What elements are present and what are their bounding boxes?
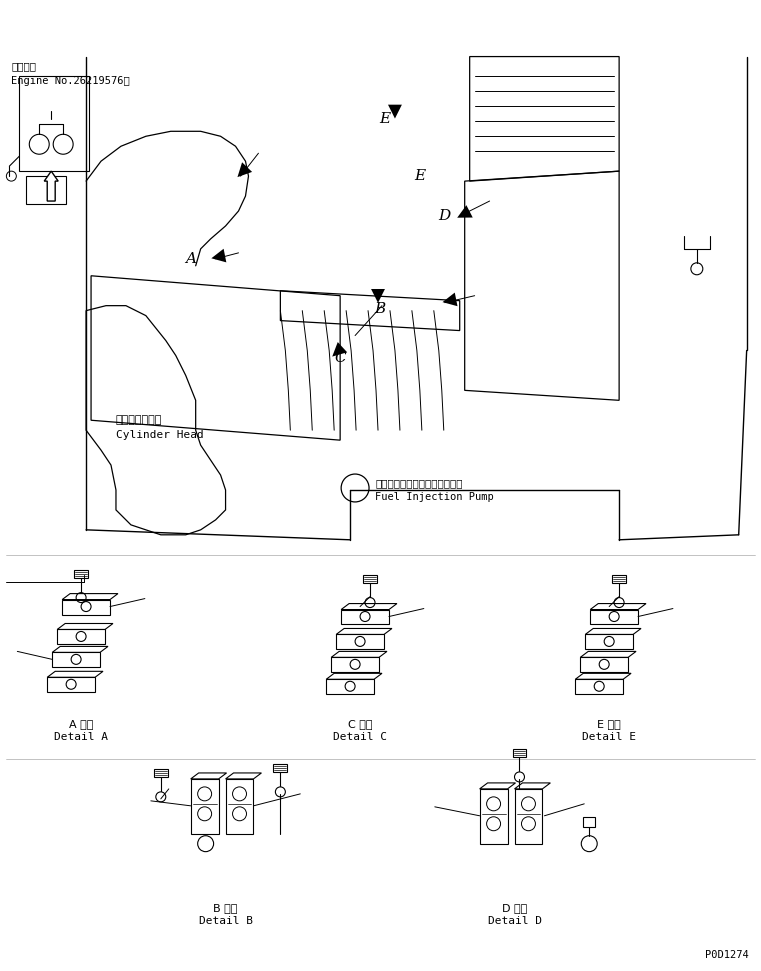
Polygon shape bbox=[44, 171, 58, 201]
Text: Engine No.26219576～: Engine No.26219576～ bbox=[11, 77, 130, 86]
Text: A: A bbox=[185, 251, 196, 266]
Text: E: E bbox=[380, 113, 390, 126]
Text: Detail C: Detail C bbox=[333, 732, 387, 742]
Bar bbox=[27, 176, 66, 204]
Bar bbox=[19, 77, 89, 171]
Text: A 詳細: A 詳細 bbox=[69, 720, 94, 729]
Text: C 詳細: C 詳細 bbox=[348, 720, 372, 729]
Text: フェルインジェクションポンプ: フェルインジェクションポンプ bbox=[375, 478, 463, 488]
Text: E 詳細: E 詳細 bbox=[597, 720, 621, 729]
Bar bbox=[154, 769, 167, 777]
Text: Cylinder Head: Cylinder Head bbox=[116, 430, 204, 440]
Text: D 詳細: D 詳細 bbox=[502, 903, 527, 914]
Bar bbox=[583, 817, 595, 826]
Bar bbox=[74, 570, 88, 578]
Bar bbox=[363, 575, 377, 583]
Text: B 詳細: B 詳細 bbox=[213, 903, 237, 914]
Bar bbox=[512, 749, 527, 757]
Text: Fuel Injection Pump: Fuel Injection Pump bbox=[375, 492, 494, 502]
Text: D: D bbox=[438, 209, 451, 223]
Text: 適用号機: 適用号機 bbox=[11, 61, 37, 72]
Text: Detail D: Detail D bbox=[488, 917, 542, 926]
Text: B: B bbox=[374, 302, 386, 316]
Text: Detail E: Detail E bbox=[582, 732, 636, 742]
Text: P0D1274: P0D1274 bbox=[705, 951, 749, 960]
Text: C: C bbox=[334, 352, 346, 365]
Text: Detail A: Detail A bbox=[54, 732, 108, 742]
Bar bbox=[612, 575, 626, 583]
Bar bbox=[273, 764, 288, 772]
Text: Detail B: Detail B bbox=[199, 917, 253, 926]
Text: シリンダヘッド: シリンダヘッド bbox=[116, 416, 162, 425]
Text: E: E bbox=[414, 169, 425, 184]
